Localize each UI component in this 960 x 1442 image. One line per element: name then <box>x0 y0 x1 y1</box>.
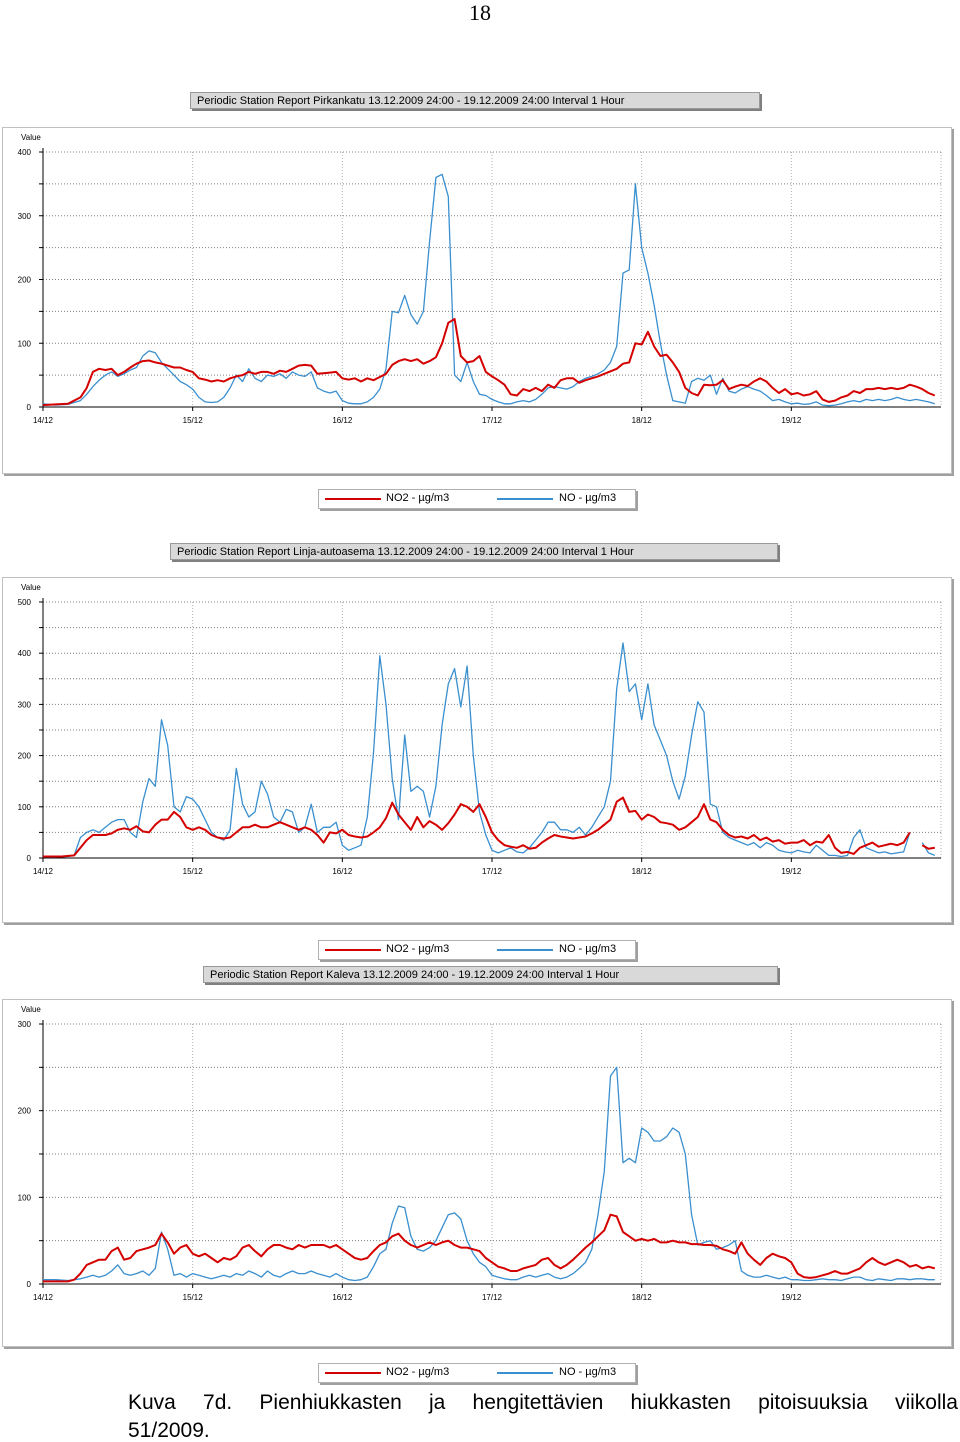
x-tick-label: 15/12 <box>183 416 204 425</box>
chart-panel-kaleva: 0 100 200 300 Value 14/12 15/12 16/12 17/12 18/12… <box>2 999 952 1347</box>
no2-legend-swatch <box>325 498 381 500</box>
y-tick-label: 500 <box>18 598 32 607</box>
chart-title-kaleva: Periodic Station Report Kaleva 13.12.200… <box>203 966 778 983</box>
x-tick-label: 18/12 <box>632 1293 653 1302</box>
y-tick-label: 300 <box>18 212 32 221</box>
x-tick-label: 18/12 <box>632 867 653 876</box>
figure-caption: Kuva 7d. Pienhiukkasten ja hengitettävie… <box>128 1391 958 1414</box>
legend-pirkankatu: NO2 - µg/m3 NO - µg/m3 <box>318 489 636 509</box>
y-tick-label: 200 <box>18 1107 32 1116</box>
no2-legend-label: NO2 - µg/m3 <box>386 492 450 504</box>
chart-panel-linja-autoasema: 0 100 200 300 400 500 Value 14/12 15/12 16/12 17/1… <box>2 577 952 923</box>
no2-series-line <box>43 1213 936 1283</box>
legend-kaleva: NO2 - µg/m3 NO - µg/m3 <box>318 1363 636 1383</box>
y-axis-label: Value <box>21 133 41 142</box>
x-tick-label: 14/12 <box>33 867 54 876</box>
chart-title-pirkankatu: Periodic Station Report Pirkankatu 13.12… <box>190 92 760 109</box>
y-tick-label: 300 <box>18 1020 32 1029</box>
x-tick-label: 17/12 <box>482 867 503 876</box>
y-tick-label: 100 <box>18 1193 32 1202</box>
y-tick-label: 200 <box>18 752 32 761</box>
x-tick-label: 16/12 <box>332 867 353 876</box>
x-tick-label: 17/12 <box>482 416 503 425</box>
no2-legend-swatch <box>325 949 381 951</box>
y-tick-label: 400 <box>18 148 32 157</box>
no-legend-swatch <box>497 949 553 951</box>
x-tick-label: 16/12 <box>332 1293 353 1302</box>
page-number: 18 <box>469 0 491 25</box>
no2-legend-swatch <box>325 1372 381 1374</box>
x-tick-label: 14/12 <box>33 1293 54 1302</box>
no2-series-line <box>43 796 911 858</box>
chart-linja-autoasema: 0 100 200 300 400 500 Value 14/12 15/12 16/12 17/1… <box>18 583 942 876</box>
no2-series-line <box>42 318 936 407</box>
no-legend-swatch <box>497 1372 553 1374</box>
no-legend-label: NO - µg/m3 <box>559 943 617 955</box>
x-tick-label: 19/12 <box>781 416 802 425</box>
chart-title-linja-autoasema: Periodic Station Report Linja-autoasema … <box>170 543 778 560</box>
x-tick-label: 14/12 <box>33 416 54 425</box>
x-tick-label: 17/12 <box>482 1293 503 1302</box>
no-legend-label: NO - µg/m3 <box>559 1366 617 1378</box>
y-tick-label: 200 <box>18 276 32 285</box>
no2-legend-label: NO2 - µg/m3 <box>386 943 450 955</box>
no-series-line <box>42 173 935 407</box>
x-tick-label: 18/12 <box>632 416 653 425</box>
x-tick-label: 19/12 <box>781 1293 802 1302</box>
y-tick-label: 400 <box>18 649 32 658</box>
no-legend-swatch <box>497 498 553 500</box>
y-tick-label: 100 <box>18 339 32 348</box>
x-tick-label: 15/12 <box>183 1293 204 1302</box>
no-legend-label: NO - µg/m3 <box>559 492 617 504</box>
chart-kaleva: 0 100 200 300 Value 14/12 15/12 16/12 17/12 18/12… <box>18 1005 942 1302</box>
no-series-line <box>43 1066 935 1282</box>
x-tick-label: 19/12 <box>781 867 802 876</box>
figure-caption-continued: 51/2009. <box>128 1419 210 1442</box>
y-tick-label: 0 <box>27 854 32 863</box>
y-tick-label: 0 <box>27 403 32 412</box>
legend-linja-autoasema: NO2 - µg/m3 NO - µg/m3 <box>318 940 636 960</box>
x-tick-label: 15/12 <box>183 867 204 876</box>
y-axis-label: Value <box>21 1005 41 1014</box>
no2-series-line <box>921 844 935 850</box>
chart-panel-pirkankatu: 0 100 200 300 400 Value 14/12 15/12 16/12 17/12 18… <box>2 127 952 474</box>
chart-pirkankatu: 0 100 200 300 400 Value 14/12 15/12 16/12 17/12 18… <box>18 133 942 425</box>
x-tick-label: 16/12 <box>332 416 353 425</box>
no-series-line <box>43 642 911 858</box>
y-tick-label: 300 <box>18 700 32 709</box>
y-axis-label: Value <box>21 583 41 592</box>
no2-legend-label: NO2 - µg/m3 <box>386 1366 450 1378</box>
y-tick-label: 0 <box>27 1280 32 1289</box>
y-tick-label: 100 <box>18 803 32 812</box>
